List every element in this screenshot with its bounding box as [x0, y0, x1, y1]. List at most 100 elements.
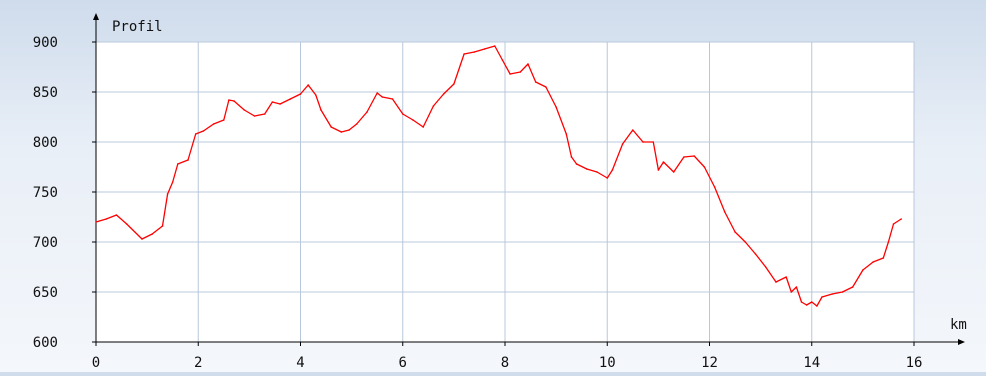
data-point: [734, 231, 736, 233]
data-point: [187, 159, 189, 161]
data-point: [744, 241, 747, 243]
x-tick-label: 8: [501, 355, 509, 371]
data-point: [872, 261, 874, 263]
data-point: [800, 301, 803, 303]
data-point: [570, 156, 573, 158]
series-layer: [95, 45, 903, 307]
data-point: [243, 109, 246, 111]
x-axis-arrow: [958, 339, 965, 345]
data-point: [662, 161, 665, 163]
data-point: [831, 293, 833, 295]
data-point: [151, 233, 154, 235]
data-point: [442, 93, 445, 95]
x-tick-label: 0: [92, 355, 100, 371]
data-point: [693, 155, 695, 157]
data-point: [115, 214, 118, 216]
x-tick-label: 6: [399, 355, 407, 371]
data-point: [672, 171, 675, 173]
data-point: [212, 123, 215, 125]
data-point: [841, 291, 844, 293]
data-point: [713, 186, 716, 188]
data-point: [816, 305, 818, 307]
y-tick-label: 800: [33, 135, 58, 151]
data-point: [606, 177, 609, 179]
data-point: [233, 100, 235, 102]
data-point: [632, 129, 634, 131]
data-point: [289, 98, 292, 100]
data-point: [223, 119, 225, 121]
data-point: [586, 168, 588, 170]
data-point: [432, 105, 435, 107]
data-point: [141, 238, 143, 240]
data-point: [810, 301, 813, 303]
data-point: [754, 253, 757, 255]
axes-layer: [92, 13, 965, 346]
y-tick-label: 900: [33, 35, 58, 51]
x-tick-label: 12: [701, 355, 718, 371]
data-point: [683, 156, 685, 158]
data-point: [171, 181, 174, 183]
data-point: [775, 281, 777, 283]
x-axis-label: km: [950, 317, 967, 333]
data-point: [724, 211, 726, 213]
data-point: [483, 48, 486, 50]
data-point: [805, 304, 808, 306]
data-point: [202, 130, 205, 132]
y-tick-label: 700: [33, 235, 58, 251]
y-tick-label: 600: [33, 335, 58, 351]
data-point: [161, 225, 164, 227]
data-point: [887, 241, 890, 243]
data-point: [545, 86, 547, 88]
data-point: [764, 266, 767, 268]
data-point: [575, 163, 578, 165]
data-point: [453, 83, 455, 85]
data-point: [657, 169, 660, 171]
data-point: [900, 218, 903, 220]
data-point: [790, 291, 793, 293]
data-point: [882, 257, 885, 259]
x-tick-label: 16: [906, 355, 923, 371]
data-point: [519, 71, 522, 73]
data-point: [307, 84, 309, 86]
data-point: [105, 218, 108, 220]
data-point: [493, 45, 496, 47]
grid-layer: [95, 41, 915, 343]
data-point: [851, 286, 854, 288]
data-point: [340, 131, 343, 133]
data-point: [473, 51, 476, 53]
data-point: [422, 126, 425, 128]
data-point: [821, 296, 823, 298]
data-point: [596, 171, 598, 173]
data-point: [299, 93, 302, 95]
data-point: [95, 221, 97, 223]
data-point: [348, 129, 350, 131]
data-point: [611, 169, 614, 171]
y-tick-label: 650: [33, 285, 58, 301]
chart-title: Profil: [112, 19, 163, 35]
data-point: [125, 223, 128, 225]
data-point: [652, 141, 655, 143]
data-point: [376, 92, 378, 94]
data-point: [177, 163, 179, 165]
data-point: [263, 113, 266, 115]
data-point: [412, 119, 414, 121]
data-point: [463, 53, 465, 55]
x-tick-label: 2: [194, 355, 202, 371]
x-tick-label: 4: [296, 355, 304, 371]
data-point: [253, 115, 256, 117]
data-point: [355, 123, 358, 125]
data-point: [401, 113, 404, 115]
data-point: [166, 193, 169, 195]
data-point: [381, 96, 384, 98]
y-axis-arrow: [93, 13, 99, 20]
data-point: [621, 143, 624, 145]
data-point: [271, 101, 274, 103]
x-tick-label: 14: [803, 355, 820, 371]
y-tick-label: 750: [33, 185, 58, 201]
data-point: [785, 276, 787, 278]
data-point: [391, 98, 394, 100]
data-point: [366, 111, 368, 113]
data-point: [279, 103, 281, 105]
